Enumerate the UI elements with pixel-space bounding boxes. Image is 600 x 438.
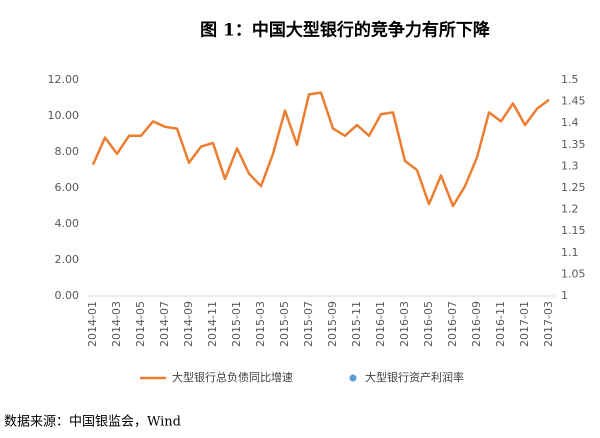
x-tick-label: 2016-09 bbox=[470, 301, 483, 347]
x-tick-label: 2015-11 bbox=[350, 301, 363, 347]
legend-label: 大型银行总负债同比增速 bbox=[172, 370, 293, 384]
y-tick-label: 8.00 bbox=[55, 145, 80, 158]
x-tick-label: 2016-07 bbox=[446, 301, 459, 347]
y-tick-label: 10.00 bbox=[48, 109, 80, 122]
y-tick-label: 2.00 bbox=[55, 253, 80, 266]
chart-title: 图 1：中国大型银行的竞争力有所下降 bbox=[200, 20, 491, 41]
legend-swatch bbox=[349, 374, 357, 382]
y2-tick-label: 1.5 bbox=[561, 73, 579, 86]
x-tick-label: 2015-09 bbox=[326, 301, 339, 347]
y-tick-label: 6.00 bbox=[55, 181, 80, 194]
x-tick-label: 2014-05 bbox=[134, 301, 147, 347]
x-tick-label: 2016-11 bbox=[494, 301, 507, 347]
x-tick-label: 2017-01 bbox=[518, 301, 531, 347]
x-tick-label: 2014-09 bbox=[182, 301, 195, 347]
y-tick-label: 12.00 bbox=[48, 73, 80, 86]
y2-tick-label: 1 bbox=[561, 289, 568, 302]
x-tick-label: 2014-11 bbox=[206, 301, 219, 347]
x-tick-label: 2015-01 bbox=[230, 301, 243, 347]
y-tick-label: 0.00 bbox=[55, 289, 80, 302]
x-tick-label: 2016-05 bbox=[422, 301, 435, 347]
y2-tick-label: 1.35 bbox=[561, 138, 586, 151]
x-tick-label: 2015-07 bbox=[302, 301, 315, 347]
y2-tick-label: 1.45 bbox=[561, 95, 586, 108]
x-tick-label: 2014-03 bbox=[110, 301, 123, 347]
x-tick-label: 2016-01 bbox=[374, 301, 387, 347]
x-tick-label: 2014-01 bbox=[86, 301, 99, 347]
x-tick-label: 2015-03 bbox=[254, 301, 267, 347]
y-tick-label: 4.00 bbox=[55, 217, 80, 230]
y2-tick-label: 1.2 bbox=[561, 203, 579, 216]
x-tick-label: 2016-03 bbox=[398, 301, 411, 347]
y2-tick-label: 1.25 bbox=[561, 181, 586, 194]
legend-label: 大型银行资产利润率 bbox=[365, 370, 464, 384]
source: 数据来源：中国银监会，Wind bbox=[4, 415, 181, 430]
x-tick-label: 2017-03 bbox=[542, 301, 555, 347]
y2-tick-label: 1.15 bbox=[561, 224, 586, 237]
x-tick-label: 2015-05 bbox=[278, 301, 291, 347]
series-line bbox=[91, 91, 550, 208]
x-tick-label: 2014-07 bbox=[158, 301, 171, 347]
y2-tick-label: 1.3 bbox=[561, 159, 579, 172]
y2-tick-label: 1.1 bbox=[561, 246, 579, 259]
y2-tick-label: 1.05 bbox=[561, 267, 586, 280]
y2-tick-label: 1.4 bbox=[561, 116, 579, 129]
